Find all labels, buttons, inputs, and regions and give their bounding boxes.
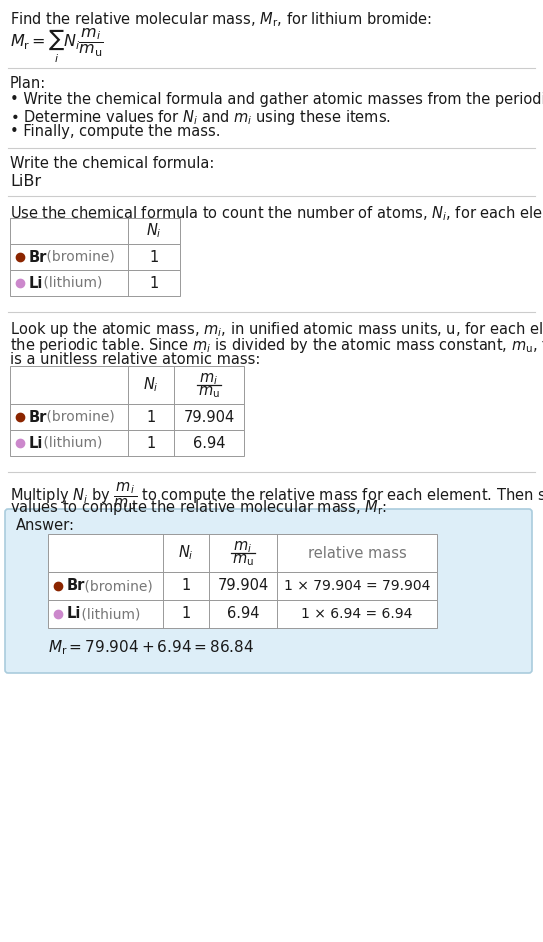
Text: is a unitless relative atomic mass:: is a unitless relative atomic mass: <box>10 352 261 367</box>
Bar <box>10 430 244 456</box>
Text: 1: 1 <box>149 250 159 265</box>
Text: Li: Li <box>29 435 43 450</box>
Text: 1: 1 <box>149 275 159 290</box>
Text: relative mass: relative mass <box>308 545 406 560</box>
Text: Br: Br <box>67 578 85 593</box>
Text: $N_i$: $N_i$ <box>143 376 159 395</box>
Text: 1: 1 <box>147 410 156 425</box>
Text: • Write the chemical formula and gather atomic masses from the periodic table.: • Write the chemical formula and gather … <box>10 92 543 107</box>
Text: 1: 1 <box>181 607 191 622</box>
Text: • Determine values for $N_i$ and $m_i$ using these items.: • Determine values for $N_i$ and $m_i$ u… <box>10 108 391 127</box>
Text: $m_i$: $m_i$ <box>199 371 218 387</box>
Text: Find the relative molecular mass, $M_{\mathrm{r}}$, for lithium bromide:: Find the relative molecular mass, $M_{\m… <box>10 10 432 28</box>
Bar <box>48 534 437 572</box>
Text: (bromine): (bromine) <box>80 579 153 593</box>
Text: values to compute the relative molecular mass, $M_{\mathrm{r}}$:: values to compute the relative molecular… <box>10 498 387 517</box>
Text: Plan:: Plan: <box>10 76 46 91</box>
Text: Use the chemical formula to count the number of atoms, $N_i$, for each element:: Use the chemical formula to count the nu… <box>10 204 543 222</box>
Text: $M_{\mathrm{r}} = 79.904 + 6.94 = 86.84$: $M_{\mathrm{r}} = 79.904 + 6.94 = 86.84$ <box>48 638 254 657</box>
Text: (bromine): (bromine) <box>42 250 115 264</box>
Text: 1 × 6.94 = 6.94: 1 × 6.94 = 6.94 <box>301 607 413 621</box>
Text: 79.904: 79.904 <box>217 578 269 593</box>
Text: the periodic table. Since $m_i$ is divided by the atomic mass constant, $m_{\mat: the periodic table. Since $m_i$ is divid… <box>10 336 543 355</box>
Bar <box>10 366 244 404</box>
Text: (lithium): (lithium) <box>39 436 103 450</box>
FancyBboxPatch shape <box>5 509 532 673</box>
Text: $m_{\mathrm{u}}$: $m_{\mathrm{u}}$ <box>232 552 254 568</box>
Text: $m_i$: $m_i$ <box>233 539 252 555</box>
Text: 1: 1 <box>147 435 156 450</box>
Bar <box>10 404 244 430</box>
Text: 79.904: 79.904 <box>184 410 235 425</box>
Text: $M_{\mathrm{r}} = \sum_{i} N_i\dfrac{m_i}{m_{\mathrm{u}}}$: $M_{\mathrm{r}} = \sum_{i} N_i\dfrac{m_i… <box>10 26 104 65</box>
Text: (lithium): (lithium) <box>77 607 141 621</box>
Text: • Finally, compute the mass.: • Finally, compute the mass. <box>10 124 220 139</box>
Text: $N_i$: $N_i$ <box>146 221 162 240</box>
Text: Li: Li <box>67 607 81 622</box>
Bar <box>48 600 437 628</box>
Text: 6.94: 6.94 <box>227 607 259 622</box>
Bar <box>48 572 437 600</box>
Text: $m_{\mathrm{u}}$: $m_{\mathrm{u}}$ <box>198 384 220 399</box>
Text: Write the chemical formula:: Write the chemical formula: <box>10 156 214 171</box>
Text: Multiply $N_i$ by $\dfrac{m_i}{m_{\mathrm{u}}}$ to compute the relative mass for: Multiply $N_i$ by $\dfrac{m_i}{m_{\mathr… <box>10 480 543 512</box>
Text: Look up the atomic mass, $m_i$, in unified atomic mass units, u, for each elemen: Look up the atomic mass, $m_i$, in unifi… <box>10 320 543 339</box>
Text: 1: 1 <box>181 578 191 593</box>
Text: Answer:: Answer: <box>16 518 75 533</box>
Text: 6.94: 6.94 <box>193 435 225 450</box>
Text: $N_i$: $N_i$ <box>178 544 194 562</box>
Text: 1 × 79.904 = 79.904: 1 × 79.904 = 79.904 <box>284 579 430 593</box>
Text: Br: Br <box>29 410 47 425</box>
Text: LiBr: LiBr <box>10 174 41 189</box>
Text: Br: Br <box>29 250 47 265</box>
Bar <box>10 270 180 296</box>
Text: (lithium): (lithium) <box>39 276 103 290</box>
Bar <box>10 244 180 270</box>
Bar <box>10 218 180 244</box>
Text: Li: Li <box>29 275 43 290</box>
Text: (bromine): (bromine) <box>42 410 115 424</box>
